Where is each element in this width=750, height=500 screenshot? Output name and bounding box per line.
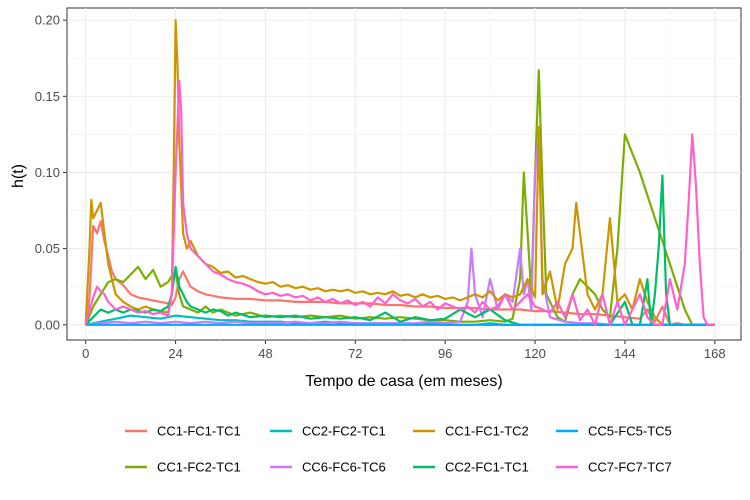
- legend-item-cc6-fc6-tc6: CC6-FC6-TC6: [270, 460, 386, 475]
- legend-item-cc2-fc1-tc1: CC2-FC1-TC1: [413, 460, 529, 475]
- legend-label: CC5-FC5-TC5: [588, 424, 672, 439]
- y-axis: 0.00 0.05 0.10 0.15 0.20: [35, 13, 67, 332]
- legend-label: CC6-FC6-TC6: [302, 460, 386, 475]
- legend-item-cc1-fc1-tc2: CC1-FC1-TC2: [413, 424, 529, 439]
- legend-item-cc1-fc2-tc1: CC1-FC2-TC1: [125, 460, 241, 475]
- legend-label: CC1-FC1-TC2: [445, 424, 529, 439]
- x-tick-label: 168: [704, 346, 726, 361]
- x-tick-label: 48: [258, 346, 272, 361]
- legend-item-cc5-fc5-tc5: CC5-FC5-TC5: [556, 424, 672, 439]
- legend-label: CC2-FC2-TC1: [302, 424, 386, 439]
- legend-item-cc7-fc7-tc7: CC7-FC7-TC7: [556, 460, 672, 475]
- x-tick-label: 72: [348, 346, 362, 361]
- y-axis-title: h(t): [10, 164, 27, 188]
- y-tick-label: 0.20: [35, 13, 60, 28]
- legend-label: CC7-FC7-TC7: [588, 460, 672, 475]
- legend-item-cc2-fc2-tc1: CC2-FC2-TC1: [270, 424, 386, 439]
- y-tick-label: 0.05: [35, 241, 60, 256]
- legend: CC1-FC1-TC1 CC1-FC2-TC1 CC2-FC2-TC1 CC6-FC6…: [125, 424, 672, 475]
- x-tick-label: 120: [524, 346, 546, 361]
- y-tick-label: 0.15: [35, 89, 60, 104]
- legend-item-cc1-fc1-tc1: CC1-FC1-TC1: [125, 424, 241, 439]
- x-axis: 0 24 48 72 96 120 144 168: [82, 340, 726, 361]
- x-tick-label: 0: [82, 346, 89, 361]
- x-tick-label: 144: [614, 346, 636, 361]
- legend-label: CC1-FC1-TC1: [157, 424, 241, 439]
- x-tick-label: 96: [438, 346, 452, 361]
- legend-label: CC2-FC1-TC1: [445, 460, 529, 475]
- x-axis-title: Tempo de casa (em meses): [305, 373, 502, 390]
- series-lines: [84, 19, 715, 326]
- x-tick-label: 24: [168, 346, 182, 361]
- series-line-cc7-fc7-tc7: [84, 80, 715, 326]
- y-tick-label: 0.00: [35, 317, 60, 332]
- y-tick-label: 0.10: [35, 165, 60, 180]
- legend-label: CC1-FC2-TC1: [157, 460, 241, 475]
